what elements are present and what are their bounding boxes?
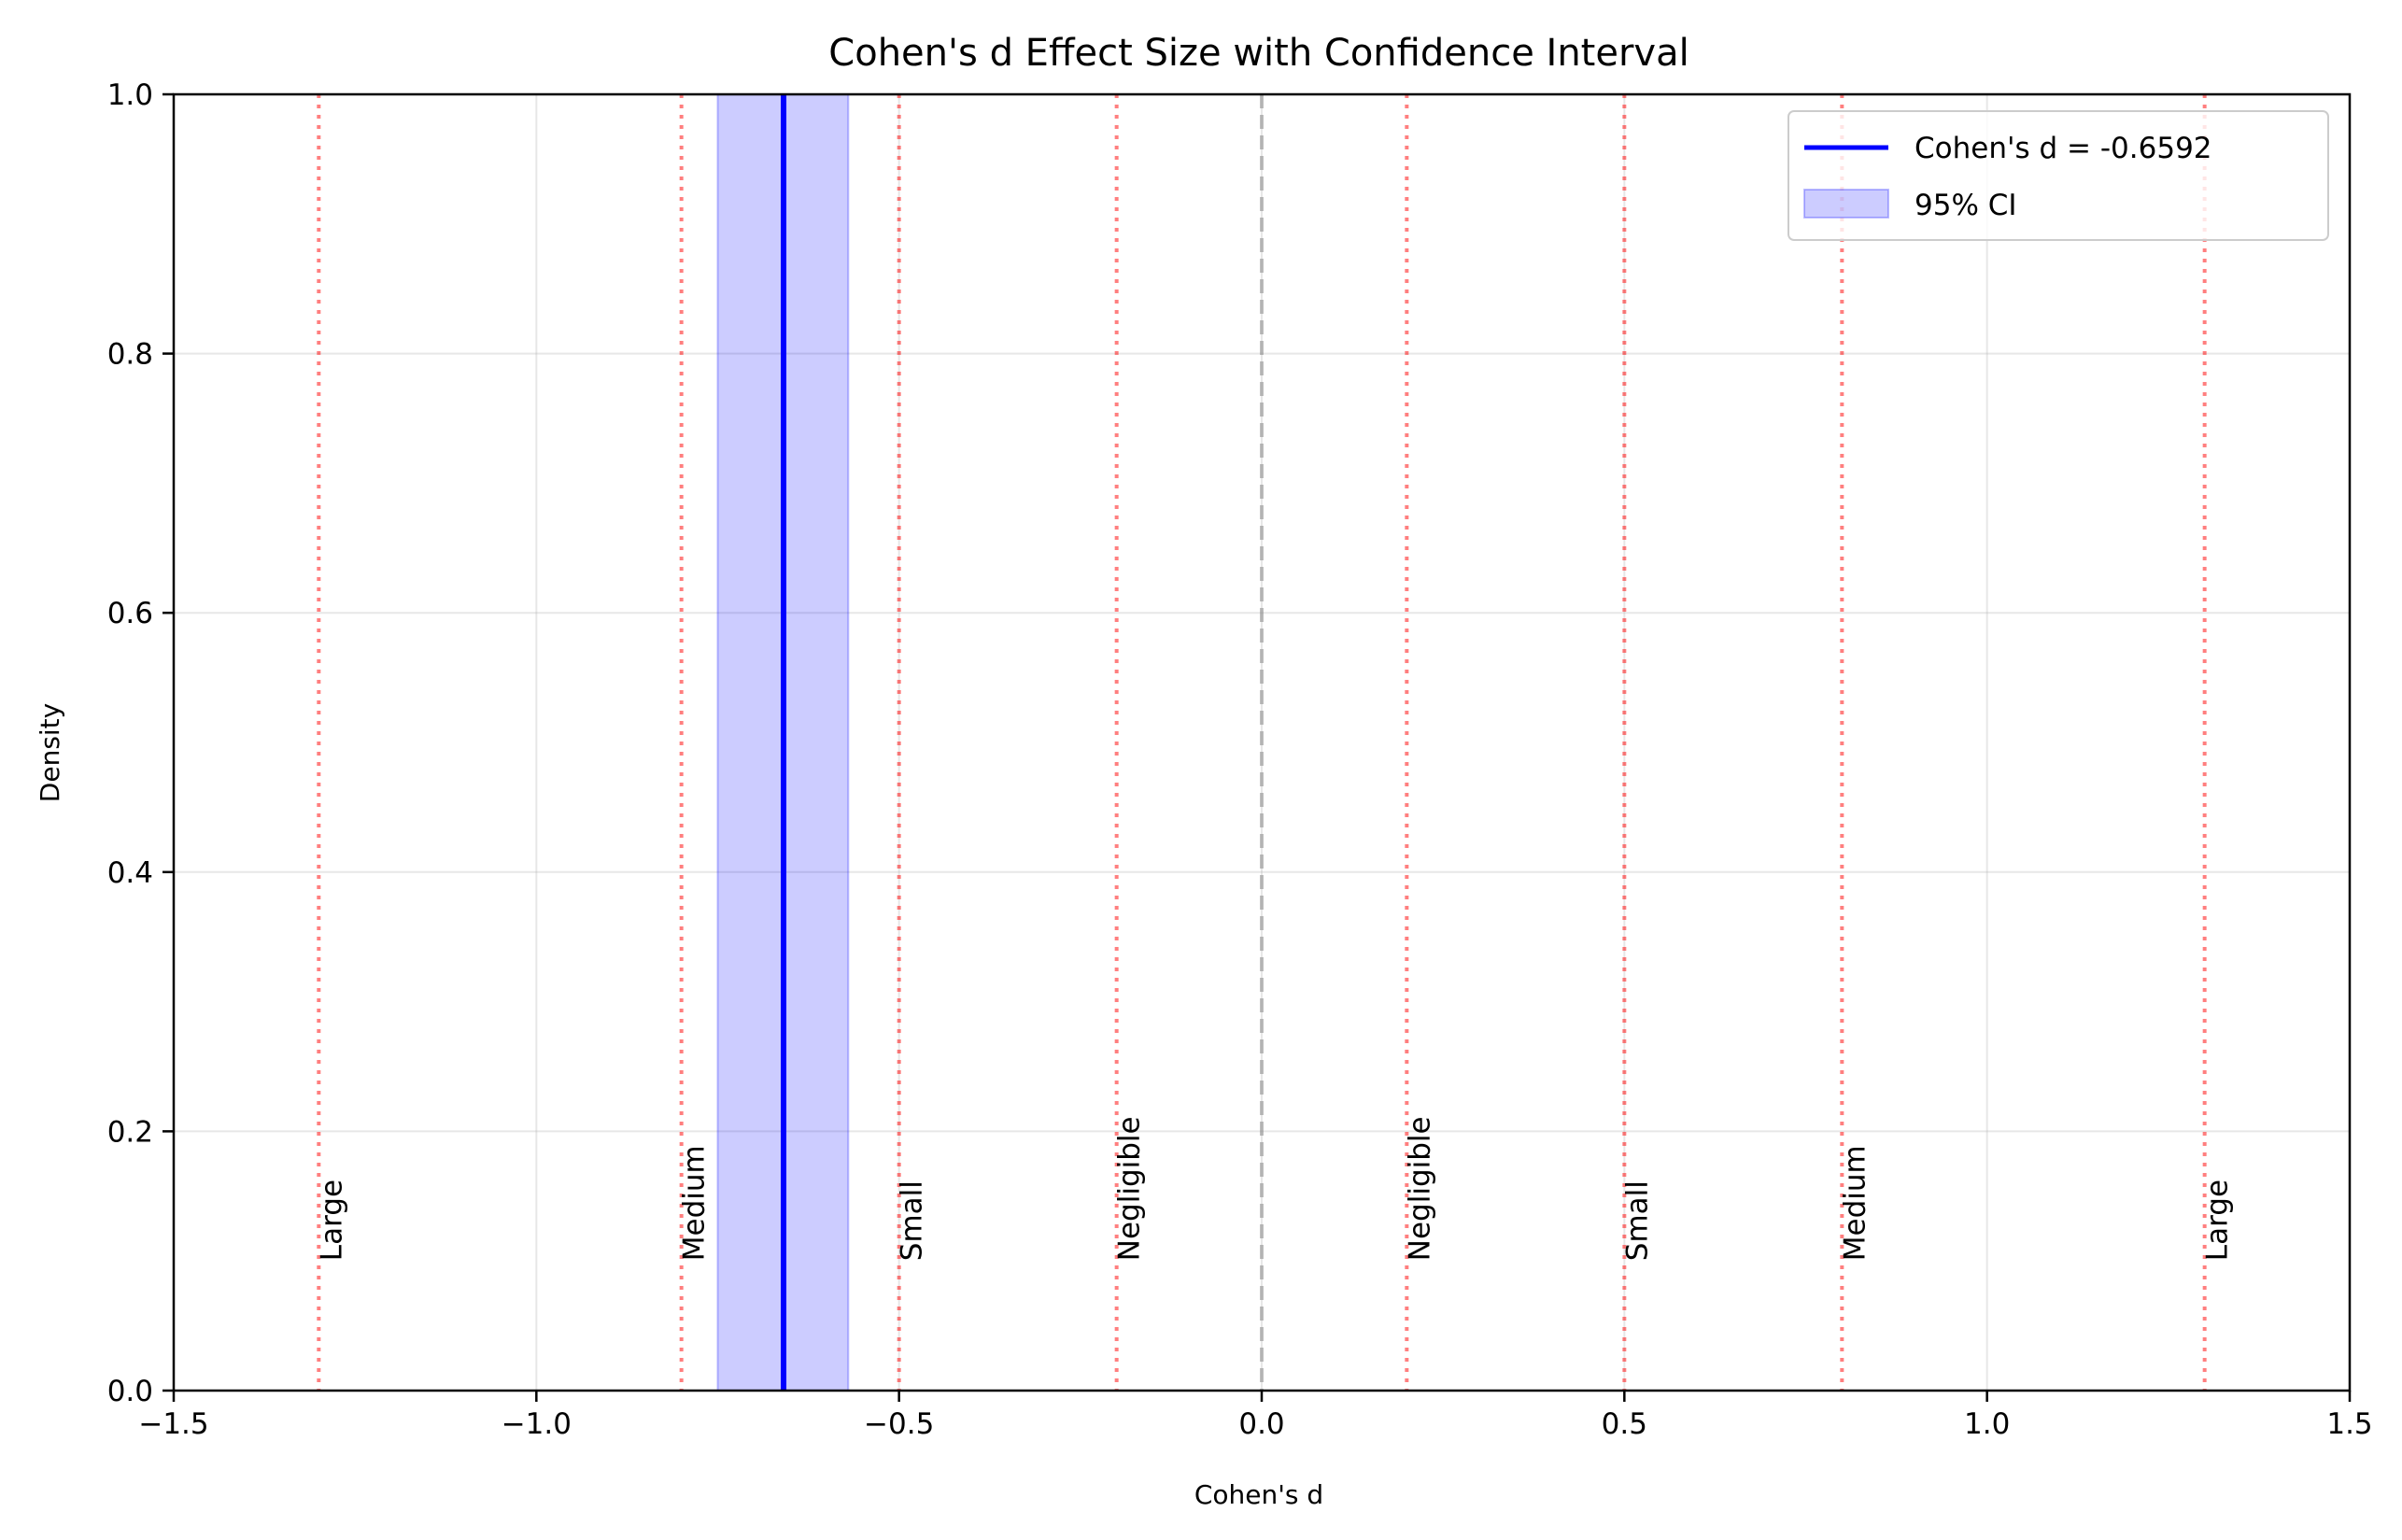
x-axis-label: Cohen's d [1194, 1479, 1323, 1510]
x-tick-label-1: −1.0 [502, 1407, 572, 1441]
legend-effect-label: Cohen's d = -0.6592 [1915, 132, 2212, 165]
y-tick-label-4: 0.8 [107, 338, 153, 372]
ticks-layer: −1.5 −1.0 −0.5 0.0 0.5 1.0 1.5 0.0 0.2 0.4 0.6 0.8 1… [107, 78, 2373, 1441]
x-tick-label-2: −0.5 [864, 1407, 934, 1441]
threshold-label-5: Small [1620, 1180, 1654, 1261]
threshold-label-2: Small [896, 1180, 929, 1261]
y-tick-label-5: 1.0 [107, 78, 153, 112]
threshold-label-3: Negligible [1113, 1116, 1147, 1261]
legend-ci-label: 95% CI [1915, 189, 2017, 222]
legend-frame [1787, 110, 2329, 241]
x-tick-label-0: −1.5 [138, 1407, 208, 1441]
y-axis-label: Density [35, 703, 65, 802]
legend-ci-swatch [1803, 189, 1889, 219]
threshold-label-1: Medium [678, 1145, 712, 1261]
legend: Cohen's d = -0.6592 95% CI [1787, 110, 2329, 241]
x-tick-label-5: 1.0 [1964, 1407, 2010, 1441]
y-tick-label-2: 0.4 [107, 856, 153, 890]
x-tick-label-6: 1.5 [2326, 1407, 2372, 1441]
y-tick-label-3: 0.6 [107, 597, 153, 630]
y-tick-label-1: 0.2 [107, 1115, 153, 1149]
threshold-label-6: Medium [1838, 1145, 1872, 1261]
threshold-label-4: Negligible [1403, 1116, 1436, 1261]
y-tick-label-0: 0.0 [107, 1375, 153, 1408]
x-tick-label-3: 0.0 [1238, 1407, 1284, 1441]
threshold-layer: Large Medium Small Negligible Negligible Smal… [315, 94, 2235, 1391]
x-tick-label-4: 0.5 [1602, 1407, 1647, 1441]
chart-title: Cohen's d Effect Size with Confidence In… [828, 32, 1688, 75]
threshold-label-0: Large [315, 1180, 348, 1261]
threshold-label-7: Large [2201, 1180, 2235, 1261]
